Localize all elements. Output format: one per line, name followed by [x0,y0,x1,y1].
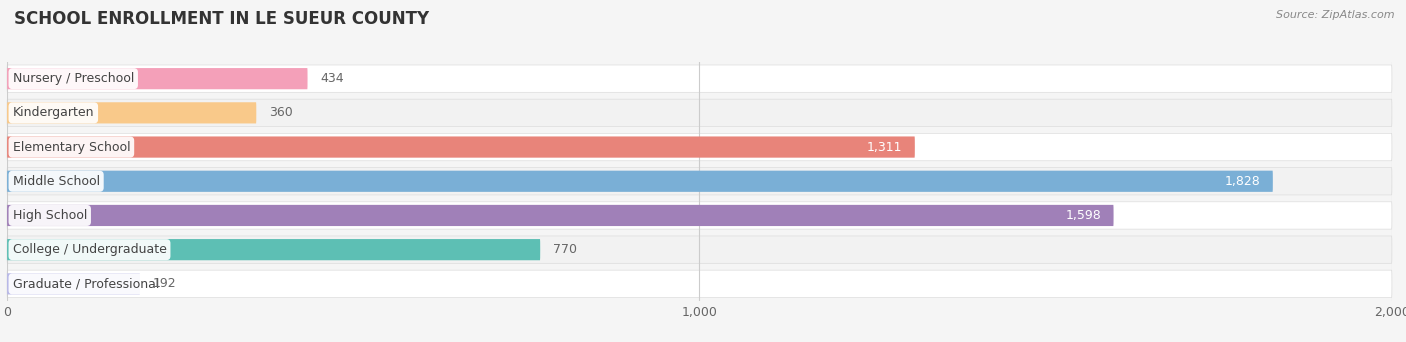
Text: SCHOOL ENROLLMENT IN LE SUEUR COUNTY: SCHOOL ENROLLMENT IN LE SUEUR COUNTY [14,10,429,28]
Text: 1,828: 1,828 [1225,175,1260,188]
FancyBboxPatch shape [7,68,308,89]
FancyBboxPatch shape [7,102,256,123]
FancyBboxPatch shape [7,270,1392,298]
Text: 1,598: 1,598 [1066,209,1101,222]
Text: 770: 770 [553,243,576,256]
Text: Kindergarten: Kindergarten [13,106,94,119]
Text: 192: 192 [152,277,176,290]
FancyBboxPatch shape [7,273,141,294]
Text: Graduate / Professional: Graduate / Professional [13,277,159,290]
FancyBboxPatch shape [7,205,1114,226]
FancyBboxPatch shape [7,171,1272,192]
FancyBboxPatch shape [7,168,1392,195]
FancyBboxPatch shape [7,136,915,158]
FancyBboxPatch shape [7,202,1392,229]
Text: Source: ZipAtlas.com: Source: ZipAtlas.com [1277,10,1395,20]
Text: College / Undergraduate: College / Undergraduate [13,243,166,256]
Text: High School: High School [13,209,87,222]
FancyBboxPatch shape [7,239,540,260]
FancyBboxPatch shape [7,236,1392,263]
FancyBboxPatch shape [7,99,1392,127]
Text: 360: 360 [269,106,292,119]
Text: Middle School: Middle School [13,175,100,188]
Text: 1,311: 1,311 [868,141,903,154]
Text: Nursery / Preschool: Nursery / Preschool [13,72,134,85]
Text: Elementary School: Elementary School [13,141,131,154]
FancyBboxPatch shape [7,65,1392,92]
Text: 434: 434 [321,72,343,85]
FancyBboxPatch shape [7,133,1392,161]
